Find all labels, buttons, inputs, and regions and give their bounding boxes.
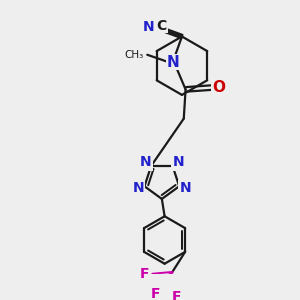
Text: N: N <box>132 181 144 195</box>
Text: N: N <box>172 155 184 169</box>
Text: F: F <box>151 287 161 300</box>
Text: C: C <box>157 19 167 33</box>
Text: F: F <box>139 267 149 281</box>
Text: CH₃: CH₃ <box>124 50 144 60</box>
Text: F: F <box>171 290 181 300</box>
Text: N: N <box>140 155 152 169</box>
Text: O: O <box>212 80 225 95</box>
Text: N: N <box>167 55 179 70</box>
Text: N: N <box>180 181 191 195</box>
Text: N: N <box>143 20 155 34</box>
